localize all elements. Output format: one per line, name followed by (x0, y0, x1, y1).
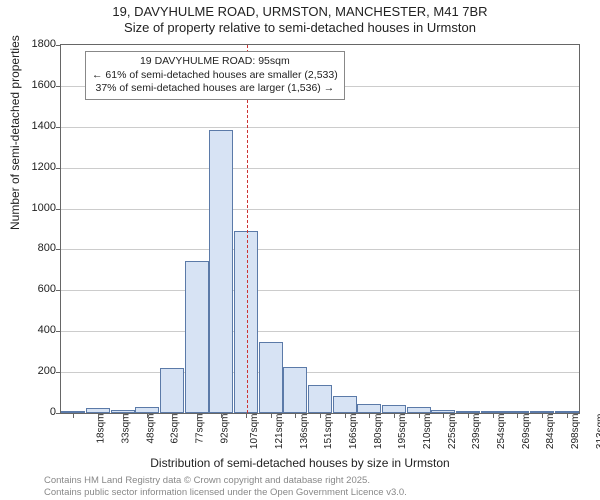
histogram-bar (160, 368, 184, 413)
ytick-label: 1400 (16, 120, 56, 132)
xtick-mark (271, 413, 272, 418)
gridline (61, 209, 579, 210)
xtick-mark (517, 413, 518, 418)
xtick-label: 269sqm (521, 414, 532, 450)
xtick-mark (295, 413, 296, 418)
histogram-bar (209, 130, 233, 413)
reference-line (247, 45, 249, 413)
x-axis-label: Distribution of semi-detached houses by … (0, 456, 600, 470)
xtick-mark (147, 413, 148, 418)
xtick-label: 195sqm (397, 414, 408, 450)
histogram-bar (185, 261, 209, 413)
histogram-bar (308, 385, 332, 413)
xtick-label: 107sqm (249, 414, 260, 450)
xtick-mark (443, 413, 444, 418)
annotation-line-3: 37% of semi-detached houses are larger (… (92, 82, 338, 96)
xtick-label: 284sqm (545, 414, 556, 450)
ytick-label: 1000 (16, 202, 56, 214)
footer: Contains HM Land Registry data © Crown c… (44, 475, 407, 498)
xtick-mark (419, 413, 420, 418)
xtick-mark (468, 413, 469, 418)
ytick-mark (56, 413, 61, 414)
ytick-label: 1200 (16, 161, 56, 173)
footer-line-1: Contains HM Land Registry data © Crown c… (44, 475, 407, 486)
xtick-label: 33sqm (121, 414, 132, 444)
title-block: 19, DAVYHULME ROAD, URMSTON, MANCHESTER,… (0, 0, 600, 37)
xtick-mark (197, 413, 198, 418)
annotation-line-1: 19 DAVYHULME ROAD: 95sqm (92, 55, 338, 69)
histogram-bar (382, 405, 406, 413)
chart-container: 19, DAVYHULME ROAD, URMSTON, MANCHESTER,… (0, 0, 600, 500)
histogram-bar (259, 342, 283, 413)
xtick-label: 151sqm (323, 414, 334, 450)
ytick-mark (56, 86, 61, 87)
xtick-label: 254sqm (496, 414, 507, 450)
xtick-label: 48sqm (145, 414, 156, 444)
xtick-label: 239sqm (471, 414, 482, 450)
xtick-mark (345, 413, 346, 418)
ytick-mark (56, 45, 61, 46)
ytick-label: 1600 (16, 79, 56, 91)
xtick-label: 18sqm (96, 414, 107, 444)
xtick-label: 136sqm (299, 414, 310, 450)
xtick-mark (320, 413, 321, 418)
xtick-mark (221, 413, 222, 418)
plot-area: 18sqm33sqm48sqm62sqm77sqm92sqm107sqm121s… (60, 44, 580, 414)
xtick-mark (246, 413, 247, 418)
xtick-mark (542, 413, 543, 418)
ytick-label: 200 (16, 365, 56, 377)
xtick-label: 77sqm (195, 414, 206, 444)
histogram-bar (283, 367, 307, 413)
gridline (61, 249, 579, 250)
xtick-label: 121sqm (274, 414, 285, 450)
annotation-box: 19 DAVYHULME ROAD: 95sqm ← 61% of semi-d… (85, 51, 345, 100)
ytick-label: 600 (16, 283, 56, 295)
xtick-label: 298sqm (570, 414, 581, 450)
ytick-mark (56, 290, 61, 291)
histogram-bar (234, 231, 258, 413)
ytick-mark (56, 249, 61, 250)
title-line-1: 19, DAVYHULME ROAD, URMSTON, MANCHESTER,… (0, 4, 600, 20)
footer-line-2: Contains public sector information licen… (44, 487, 407, 498)
histogram-bar (357, 404, 381, 413)
title-line-2: Size of property relative to semi-detach… (0, 20, 600, 36)
xtick-label: 166sqm (348, 414, 359, 450)
histogram-bar (333, 396, 357, 413)
gridline (61, 331, 579, 332)
gridline (61, 290, 579, 291)
xtick-label: 180sqm (373, 414, 384, 450)
xtick-label: 210sqm (422, 414, 433, 450)
gridline (61, 168, 579, 169)
gridline (61, 127, 579, 128)
xtick-label: 313sqm (595, 414, 600, 450)
ytick-mark (56, 168, 61, 169)
ytick-mark (56, 209, 61, 210)
ytick-mark (56, 331, 61, 332)
ytick-label: 1800 (16, 38, 56, 50)
xtick-mark (567, 413, 568, 418)
xtick-mark (73, 413, 74, 418)
xtick-label: 62sqm (170, 414, 181, 444)
xtick-mark (493, 413, 494, 418)
xtick-mark (123, 413, 124, 418)
xtick-mark (394, 413, 395, 418)
ytick-label: 400 (16, 324, 56, 336)
annotation-line-2: ← 61% of semi-detached houses are smalle… (92, 69, 338, 83)
ytick-label: 800 (16, 242, 56, 254)
ytick-mark (56, 372, 61, 373)
xtick-mark (172, 413, 173, 418)
ytick-label: 0 (16, 406, 56, 418)
ytick-mark (56, 127, 61, 128)
xtick-mark (98, 413, 99, 418)
xtick-mark (369, 413, 370, 418)
xtick-label: 92sqm (219, 414, 230, 444)
gridline (61, 372, 579, 373)
xtick-label: 225sqm (447, 414, 458, 450)
